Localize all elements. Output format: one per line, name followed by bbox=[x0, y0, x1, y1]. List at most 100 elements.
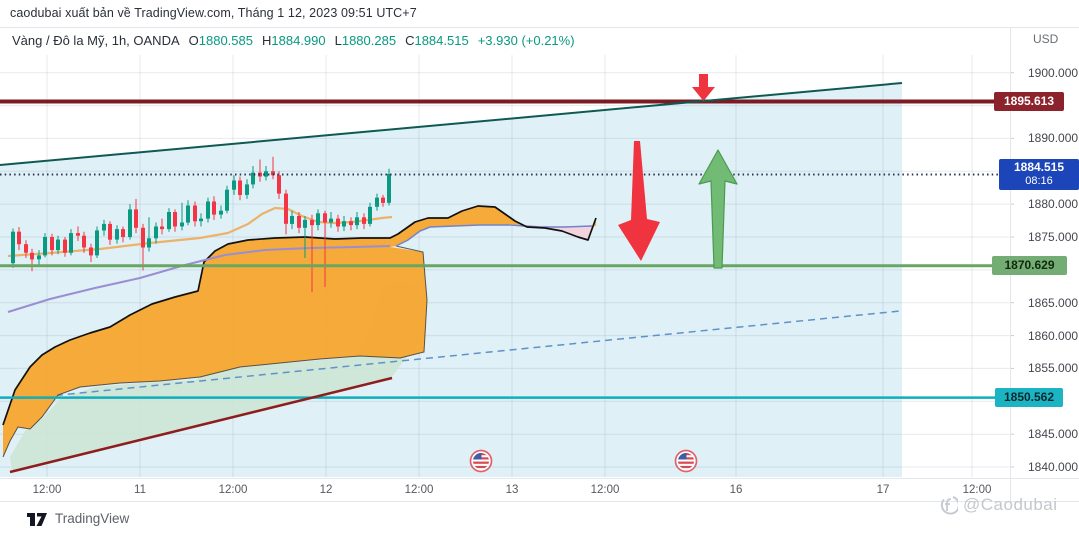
candle-body bbox=[342, 221, 346, 227]
candle-body bbox=[219, 210, 223, 215]
candle-body bbox=[134, 209, 138, 228]
candle-body bbox=[43, 237, 47, 256]
candle-body bbox=[11, 231, 15, 264]
time-tick-label: 12:00 bbox=[218, 484, 248, 496]
candle-body bbox=[50, 237, 54, 251]
candle-body bbox=[199, 218, 203, 222]
candle-body bbox=[232, 180, 236, 190]
support-badge[interactable]: 1870.629 bbox=[992, 256, 1067, 275]
senkou-span-b bbox=[395, 224, 593, 247]
ohlc-values: O1880.585 H1884.990 L1880.285 C1884.515 bbox=[180, 33, 469, 48]
tradingview-logo[interactable]: TradingView bbox=[27, 510, 129, 527]
ohlc-value: 1880.285 bbox=[341, 33, 397, 48]
price-tick-label: 1900.000 bbox=[1028, 66, 1079, 80]
candle-body bbox=[173, 212, 177, 227]
candle-body bbox=[297, 216, 301, 228]
badge-price: 1850.562 bbox=[1003, 389, 1055, 404]
last-price-badge[interactable]: 1884.515 08:16 bbox=[999, 159, 1079, 190]
ohlc-value: 1880.585 bbox=[198, 33, 253, 48]
ohlc-letter: O bbox=[188, 33, 199, 48]
tradingview-logo-text: TradingView bbox=[55, 511, 130, 526]
resistance-badge[interactable]: 1895.613 bbox=[994, 92, 1064, 111]
candle-body bbox=[362, 217, 366, 224]
candle-body bbox=[381, 197, 385, 203]
highlight-region-green[interactable] bbox=[10, 281, 423, 471]
candle-body bbox=[102, 223, 106, 231]
candle-body bbox=[89, 247, 93, 256]
candle-body bbox=[160, 226, 164, 230]
big-green-up-arrow[interactable] bbox=[698, 149, 738, 269]
us-economic-event-flag[interactable] bbox=[674, 449, 698, 473]
candle-body bbox=[76, 233, 80, 236]
time-tick-label: 16 bbox=[729, 484, 743, 496]
author-watermark: @Caodubai bbox=[938, 494, 1058, 516]
candle-body bbox=[128, 209, 132, 237]
time-tick-label: 12:00 bbox=[32, 484, 62, 496]
candle-body bbox=[355, 217, 359, 226]
candle-body bbox=[212, 201, 216, 215]
price-tick-label: 1855.000 bbox=[1028, 361, 1079, 375]
currency-label: USD bbox=[1033, 32, 1059, 46]
candle-body bbox=[56, 239, 60, 251]
candle-body bbox=[303, 219, 307, 228]
symbol-bar[interactable]: Vàng / Đô la Mỹ, 1h, OANDA O1880.585 H1884… bbox=[12, 33, 575, 48]
candle-body bbox=[264, 171, 268, 177]
small-red-down-arrow[interactable] bbox=[692, 74, 715, 101]
price-tick-label: 1860.000 bbox=[1028, 329, 1079, 343]
time-tick-label: 12:00 bbox=[962, 484, 992, 496]
candle-body bbox=[349, 221, 353, 226]
candle-body bbox=[336, 218, 340, 227]
candle-body bbox=[323, 213, 327, 223]
dashed-projection-line[interactable] bbox=[19, 310, 901, 400]
candle-body bbox=[387, 173, 391, 203]
candle-body bbox=[115, 229, 119, 240]
time-tick-label: 12 bbox=[319, 484, 333, 496]
badge-price: 1870.629 bbox=[1004, 257, 1055, 272]
candle-body bbox=[180, 222, 184, 227]
candle-body bbox=[82, 235, 86, 248]
candle-body bbox=[186, 205, 190, 223]
price-tick-label: 1880.000 bbox=[1028, 197, 1079, 211]
candle-body bbox=[37, 255, 41, 260]
candle-body bbox=[121, 229, 125, 237]
badge-price: 1884.515 bbox=[1013, 160, 1065, 175]
price-tick-label: 1840.000 bbox=[1028, 460, 1079, 474]
time-tick-label: 12:00 bbox=[404, 484, 434, 496]
candle-body bbox=[316, 213, 320, 226]
candle-body bbox=[277, 175, 281, 194]
badge-price: 1895.613 bbox=[1003, 93, 1055, 108]
candle-body bbox=[310, 219, 314, 226]
rising-support-trendline[interactable] bbox=[9, 376, 393, 474]
rising-resistance-trendline[interactable] bbox=[0, 82, 903, 166]
senkou-span-a bbox=[2, 205, 597, 426]
time-axis-divider bbox=[0, 478, 1079, 479]
ohlc-value: 1884.515 bbox=[414, 33, 469, 48]
candle-body bbox=[290, 216, 294, 224]
candle-body bbox=[206, 201, 210, 219]
price-tick-label: 1890.000 bbox=[1028, 131, 1079, 145]
candle-body bbox=[238, 180, 242, 195]
candle-body bbox=[271, 171, 275, 176]
candle-body bbox=[69, 233, 73, 253]
time-tick-label: 13 bbox=[505, 484, 519, 496]
candle-body bbox=[30, 252, 34, 260]
ohlc-letter: L bbox=[334, 33, 342, 48]
candle-body bbox=[95, 230, 99, 256]
symbol-title[interactable]: Vàng / Đô la Mỹ, 1h, OANDA bbox=[12, 33, 180, 48]
candle-body bbox=[375, 197, 379, 207]
price-tick-label: 1875.000 bbox=[1028, 230, 1079, 244]
candle-body bbox=[108, 223, 112, 240]
candle-body bbox=[193, 205, 197, 222]
publish-info: caodubai xuất bản về TradingView.com, Th… bbox=[10, 6, 417, 20]
ohlc-letter: H bbox=[261, 33, 272, 48]
lower-support-badge[interactable]: 1850.562 bbox=[995, 388, 1063, 407]
big-red-down-arrow[interactable] bbox=[618, 141, 660, 261]
header-divider bbox=[0, 27, 1079, 28]
us-economic-event-flag[interactable] bbox=[469, 449, 493, 473]
candle-body bbox=[17, 231, 21, 245]
time-tick-label: 12:00 bbox=[590, 484, 620, 496]
candle-body bbox=[63, 239, 67, 253]
ohlc-value: 1884.990 bbox=[271, 33, 326, 48]
